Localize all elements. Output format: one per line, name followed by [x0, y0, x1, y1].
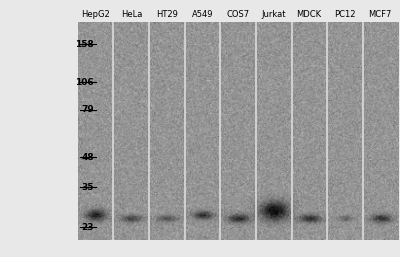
Text: HepG2: HepG2 [82, 10, 110, 19]
Text: 158: 158 [75, 40, 94, 49]
Text: Jurkat: Jurkat [261, 10, 286, 19]
Text: 48: 48 [81, 153, 94, 162]
Text: 35: 35 [82, 183, 94, 192]
Text: 79: 79 [81, 105, 94, 114]
Text: MCF7: MCF7 [368, 10, 392, 19]
Text: 23: 23 [82, 223, 94, 232]
Text: HT29: HT29 [156, 10, 178, 19]
Text: HeLa: HeLa [121, 10, 142, 19]
Text: PC12: PC12 [334, 10, 356, 19]
Text: MDCK: MDCK [296, 10, 322, 19]
Text: 106: 106 [75, 78, 94, 87]
Text: A549: A549 [192, 10, 213, 19]
Text: COS7: COS7 [226, 10, 250, 19]
